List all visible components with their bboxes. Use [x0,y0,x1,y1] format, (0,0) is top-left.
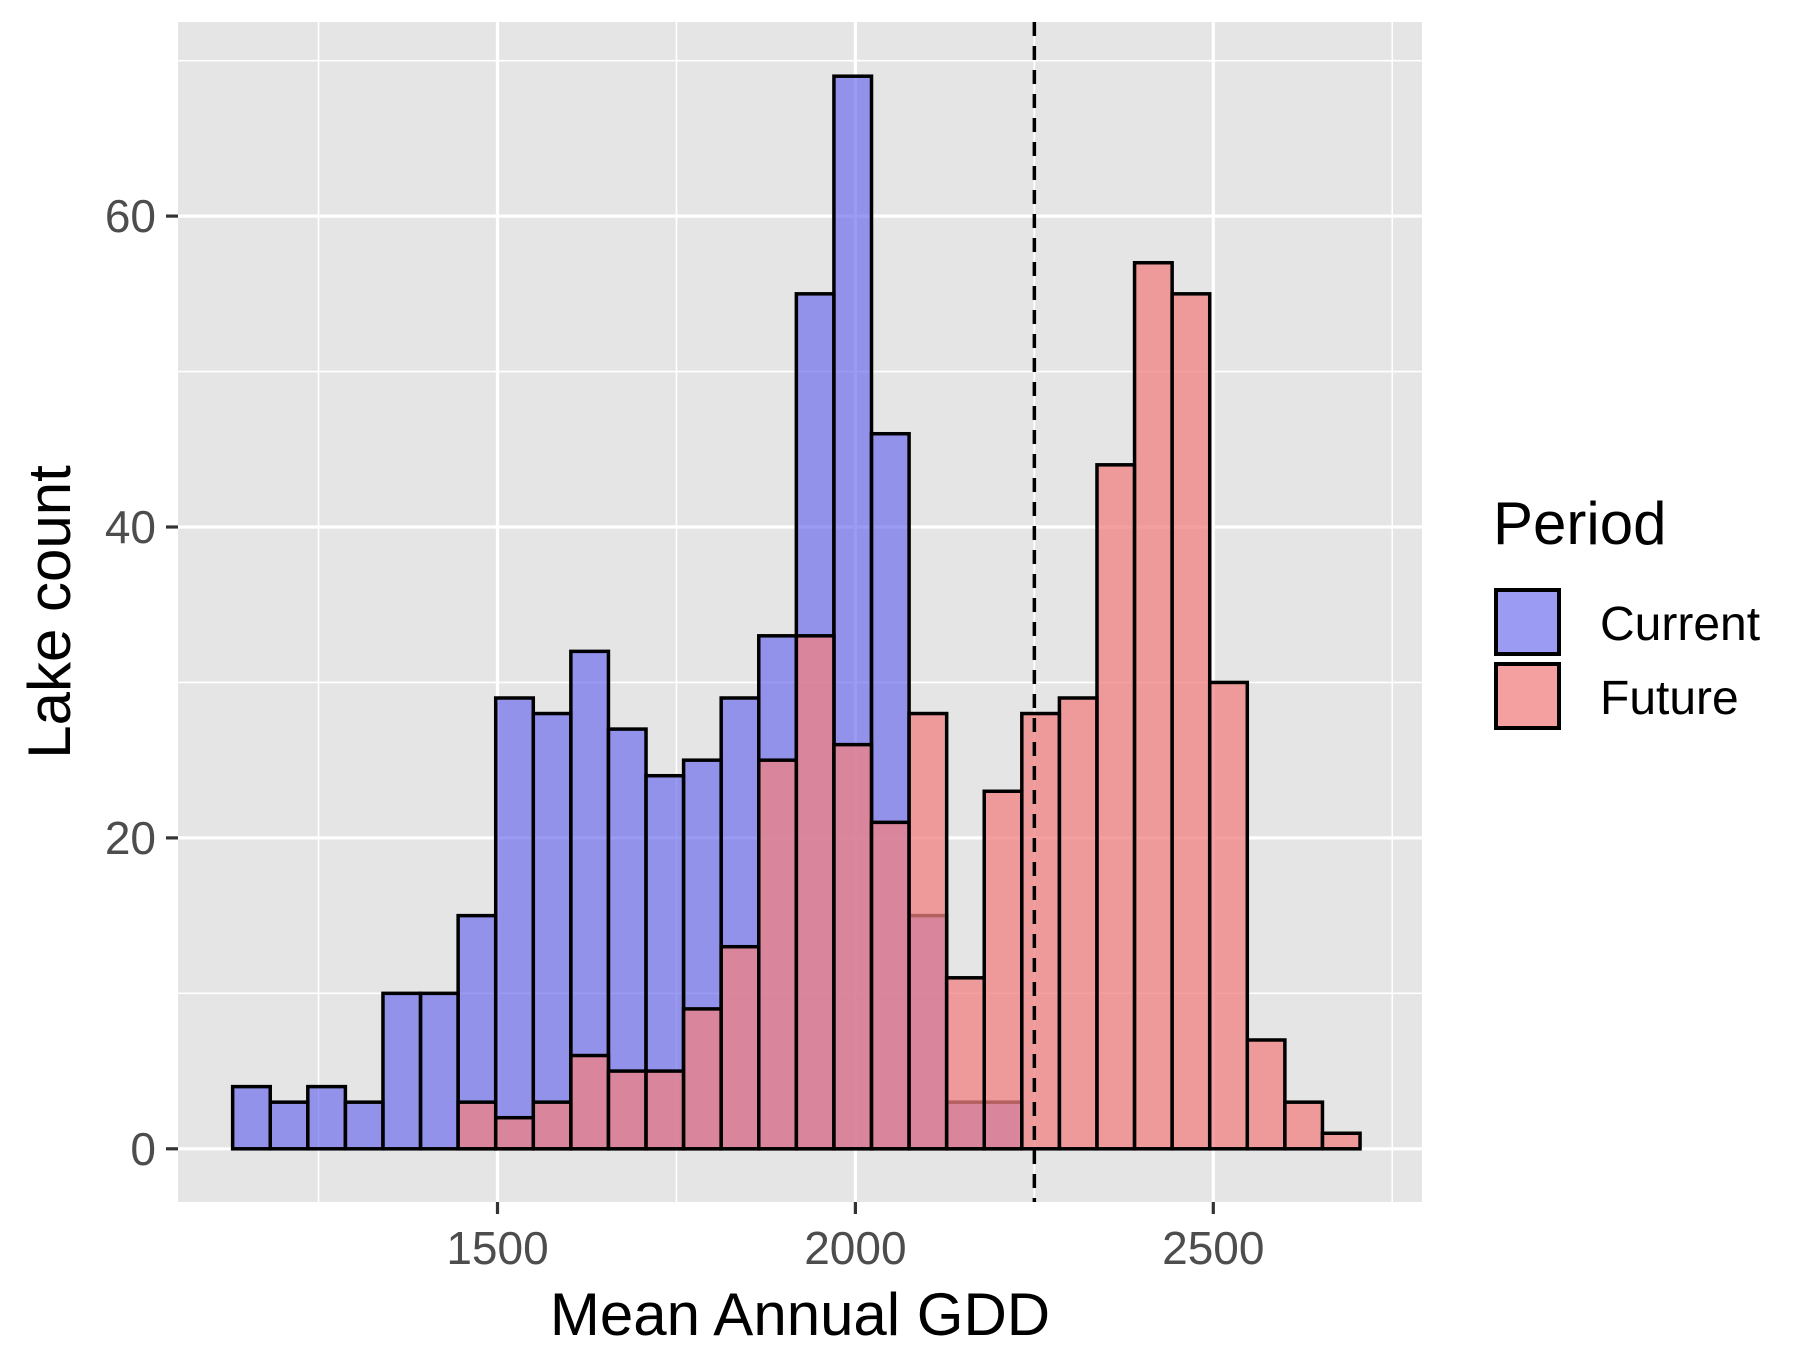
current-bar [306,1084,348,1151]
future-bar [757,758,799,1151]
future-bar [1095,463,1137,1151]
current-bar [493,696,536,1151]
future-bar [531,1100,573,1151]
current-bar [268,1100,310,1151]
y-tick-label: 0 [130,1123,156,1175]
legend-label-current: Current [1600,598,1760,651]
y-axis-label: Lake count [16,465,83,759]
legend-label-future: Future [1600,672,1739,725]
current-bar [381,991,423,1151]
future-bar [1057,696,1099,1151]
current-bar [531,711,573,1151]
x-tick-label: 2500 [1162,1222,1264,1274]
future-bar [907,711,949,1151]
future-bar [493,1115,536,1151]
current-bar [343,1100,385,1151]
future-bar [456,1100,498,1151]
current-bar [230,1084,272,1151]
future-bar [644,1069,686,1151]
current-bar [418,991,460,1151]
future-bar [1020,711,1062,1151]
y-tick-label: 60 [105,190,156,242]
future-bar [944,976,986,1151]
y-tick-label: 40 [105,501,156,553]
future-bar [569,1053,611,1151]
x-tick-label: 1500 [446,1222,548,1274]
future-bar [1283,1100,1325,1151]
x-tick-label: 2000 [804,1222,906,1274]
future-bar [1170,292,1212,1151]
future-bar [1320,1131,1362,1151]
y-axis-ticks: 0 20 40 60 [105,190,178,1175]
future-bar [681,1007,723,1151]
x-axis-ticks: 1500 2000 2500 [446,1202,1264,1274]
future-bar [869,820,911,1151]
future-bar [1207,680,1250,1151]
future-bar [982,789,1024,1151]
legend: Period Current Future [1493,490,1760,730]
future-bar [606,1069,648,1151]
future-bar [719,944,761,1151]
future-bar [1245,1038,1287,1151]
legend-swatch-future [1494,662,1561,730]
x-axis-label: Mean Annual GDD [550,1281,1050,1348]
legend-swatch-current [1494,588,1561,656]
future-bars [456,260,1362,1151]
y-tick-label: 20 [105,812,156,864]
future-bar [1132,260,1174,1151]
legend-title: Period [1493,490,1666,557]
future-bar [794,634,836,1151]
future-bar [832,742,874,1151]
